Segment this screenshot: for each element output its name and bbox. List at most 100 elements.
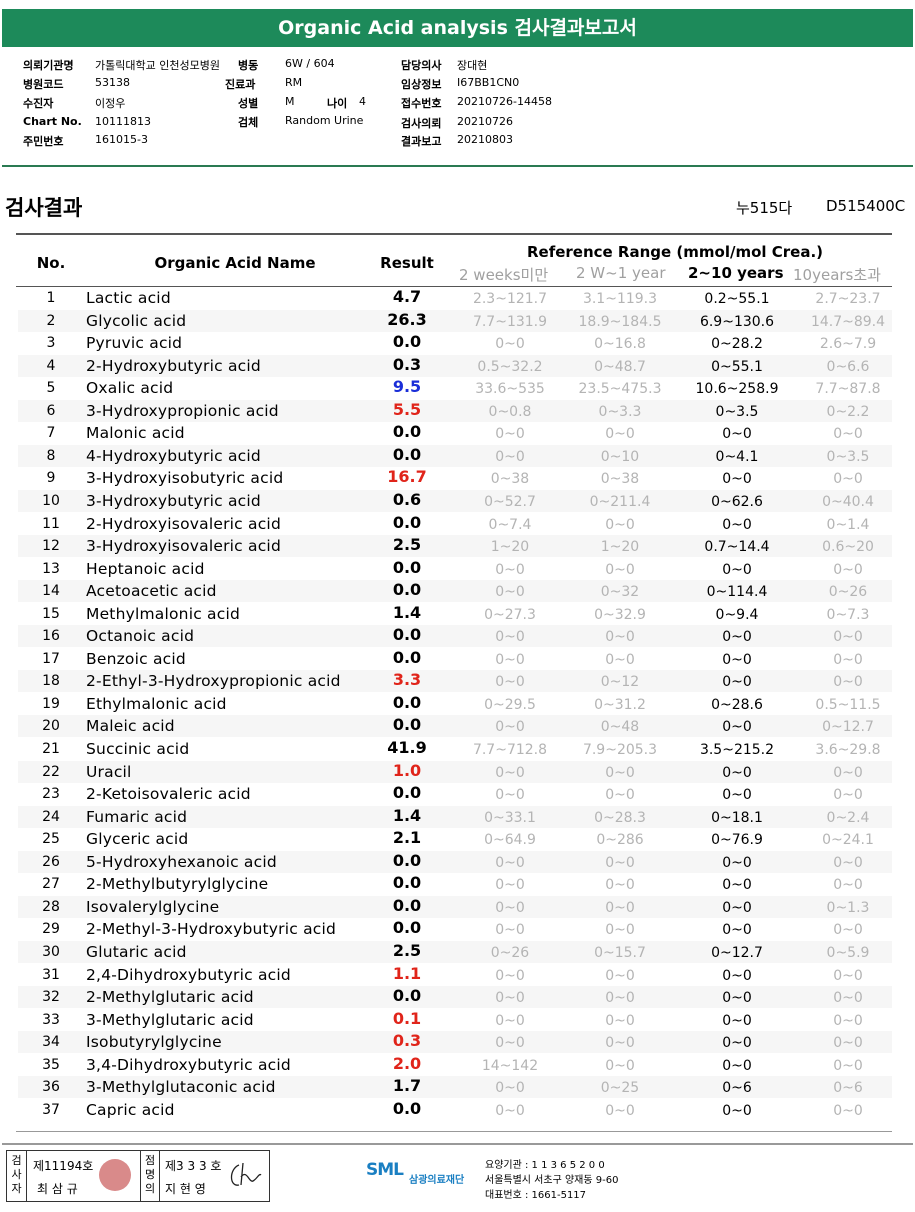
ref-10years: 0~0 [833,990,863,1007]
acid-name: 2-Ethyl-3-Hydroxypropionic acid [86,672,341,691]
result-value: 1.4 [392,805,422,825]
ref-2w-1year: 18.9~184.5 [578,313,662,330]
phone: 대표번호 : 1661-5117 [485,1190,587,1201]
ref-10years: 0~6 [833,1080,863,1097]
result-value: 0.0 [392,873,422,893]
ref-2-10years: 0~0 [722,990,752,1007]
signature-icon [230,1162,262,1186]
result-value: 1.1 [392,963,422,983]
ref-2weeks: 0~7.4 [488,516,532,533]
ref-2-10years: 0~55.1 [711,358,763,375]
signature-box: 검사자 제11194호 최 삼 규 점명의 제3 3 3 호 지 현 영 [6,1150,270,1202]
ref-2w-1year: 0~32 [600,584,640,601]
result-value: 1.0 [392,760,422,780]
result-value: 0.0 [392,422,422,442]
report-date-value: 20210803 [457,133,513,146]
clinical-label: 임상정보 [401,78,442,91]
table-row: 5 Oxalic acid 9.5 33.6~535 23.5~475.3 10.6~25… [18,377,892,399]
acid-name: 2-Ketoisovaleric acid [86,785,251,804]
ref-2w-1year: 0~0 [605,651,635,668]
ref-2weeks: 0~0 [495,1102,525,1119]
ref-2weeks: 0~0.8 [488,403,532,420]
recipient-label: 수진자 [23,97,54,110]
acid-name: Isovalerylglycine [86,897,220,916]
report-date-label: 결과보고 [401,135,442,148]
table-row: 29 2-Methyl-3-Hydroxybutyric acid 0.0 0~0 0~… [18,918,892,940]
ref-2weeks: 0~26 [490,944,530,961]
table-row: 16 Octanoic acid 0.0 0~0 0~0 0~0 0~0 [18,625,892,648]
ref-2weeks: 7.7~131.9 [472,313,548,330]
ref-10years: 0~1.4 [826,516,870,533]
ref-10years: 0.6~20 [822,539,874,556]
row-number: 15 [42,605,60,622]
result-value: 0.6 [392,489,422,509]
ref-2-10years: 0~28.6 [711,696,763,713]
result-value: 41.9 [387,738,427,757]
table-row: 33 3-Methylglutaric acid 0.1 0~0 0~0 0~0 0~0 [18,1009,892,1031]
dept-value: RM [285,76,303,89]
table-row: 4 2-Hydroxybutyric acid 0.3 0.5~32.2 0~48.7 0… [18,354,892,377]
ref-2-10years: 0~0 [722,426,752,443]
ref-2w-1year: 0~0 [605,877,635,894]
result-value: 0.0 [392,625,422,645]
ref-2-10years: 0~0 [722,471,752,488]
ref-10years: 0~6.6 [826,358,870,375]
table-row: 24 Fumaric acid 1.4 0~33.1 0~28.3 0~18.1 0~2.4 [18,805,892,828]
ref-10years: 0~0 [833,1012,863,1029]
ref-2w-1year: 0~0 [605,1057,635,1074]
acid-name: Capric acid [86,1100,175,1119]
row-number: 12 [42,538,60,555]
table-header-rule [16,286,892,287]
ref-2w-1year: 0~0 [605,990,635,1007]
row-number: 33 [42,1011,60,1028]
ref-2-10years: 0.7~14.4 [704,539,770,556]
ref-2-10years: 0~6 [722,1080,752,1097]
ref-2weeks: 0~0 [495,448,525,465]
ref-2w-1year: 0~16.8 [594,336,646,353]
supervisor-label: 점명의 [140,1151,160,1201]
acid-name: 5-Hydroxyhexanoic acid [86,852,277,871]
table-row: 2 Glycolic acid 26.3 7.7~131.9 18.9~184.5 6.9… [18,309,892,332]
ref-10years: 0~0 [833,1035,863,1052]
request-value: 20210726 [457,115,513,128]
result-value: 0.0 [392,512,422,532]
result-value: 0.0 [392,895,422,915]
row-number: 35 [42,1056,60,1073]
ref-10years: 0~0 [833,854,863,871]
table-row: 32 2-Methylglutaric acid 0.0 0~0 0~0 0~0 0~0 [18,986,892,1009]
table-top-rule [16,233,892,235]
ref-2weeks: 0~27.3 [484,606,536,623]
result-value: 3.3 [392,670,422,690]
ref-2w-1year: 0~0 [605,922,635,939]
row-number: 1 [46,290,56,306]
ref-2w-1year: 0~0 [605,561,635,578]
acid-name: Octanoic acid [86,627,195,646]
ref-10years: 0~24.1 [822,832,874,849]
acid-name: Glyceric acid [86,830,189,849]
ref-10years: 0~0 [833,967,863,984]
result-value: 1.4 [392,602,422,622]
specimen-value: Random Urine [285,114,364,127]
ref-2w-1year: 0~0 [605,1102,635,1119]
ref-2weeks: 0~52.7 [484,493,536,510]
ref-2weeks: 0~0 [495,336,525,353]
ref-2-10years: 10.6~258.9 [695,381,779,398]
table-row: 37 Capric acid 0.0 0~0 0~0 0~0 0~0 [18,1099,892,1121]
ref-2w-1year: 0~0 [605,967,635,984]
table-row: 21 Succinic acid 41.9 7.7~712.8 7.9~205.3 3.5… [18,738,892,760]
acid-name: 4-Hydroxybutyric acid [86,446,261,465]
ref-2w-1year: 0~0 [605,516,635,533]
row-number: 31 [42,966,60,983]
ref-2-10years: 3.5~215.2 [699,742,775,758]
ref-10years: 2.7~23.7 [815,291,881,307]
ref-2weeks: 7.7~712.8 [472,742,548,758]
result-value: 0.0 [392,557,422,577]
acid-name: Acetoacetic acid [86,582,217,601]
id-label: 주민번호 [23,135,64,148]
ref-10years: 0~1.3 [826,899,870,916]
table-row: 19 Ethylmalonic acid 0.0 0~29.5 0~31.2 0~28.6… [18,693,892,715]
ward-value: 6W / 604 [285,57,335,70]
ref-2-10years: 0~0 [722,1102,752,1119]
row-number: 23 [42,786,60,803]
sex-value: M [285,95,295,108]
